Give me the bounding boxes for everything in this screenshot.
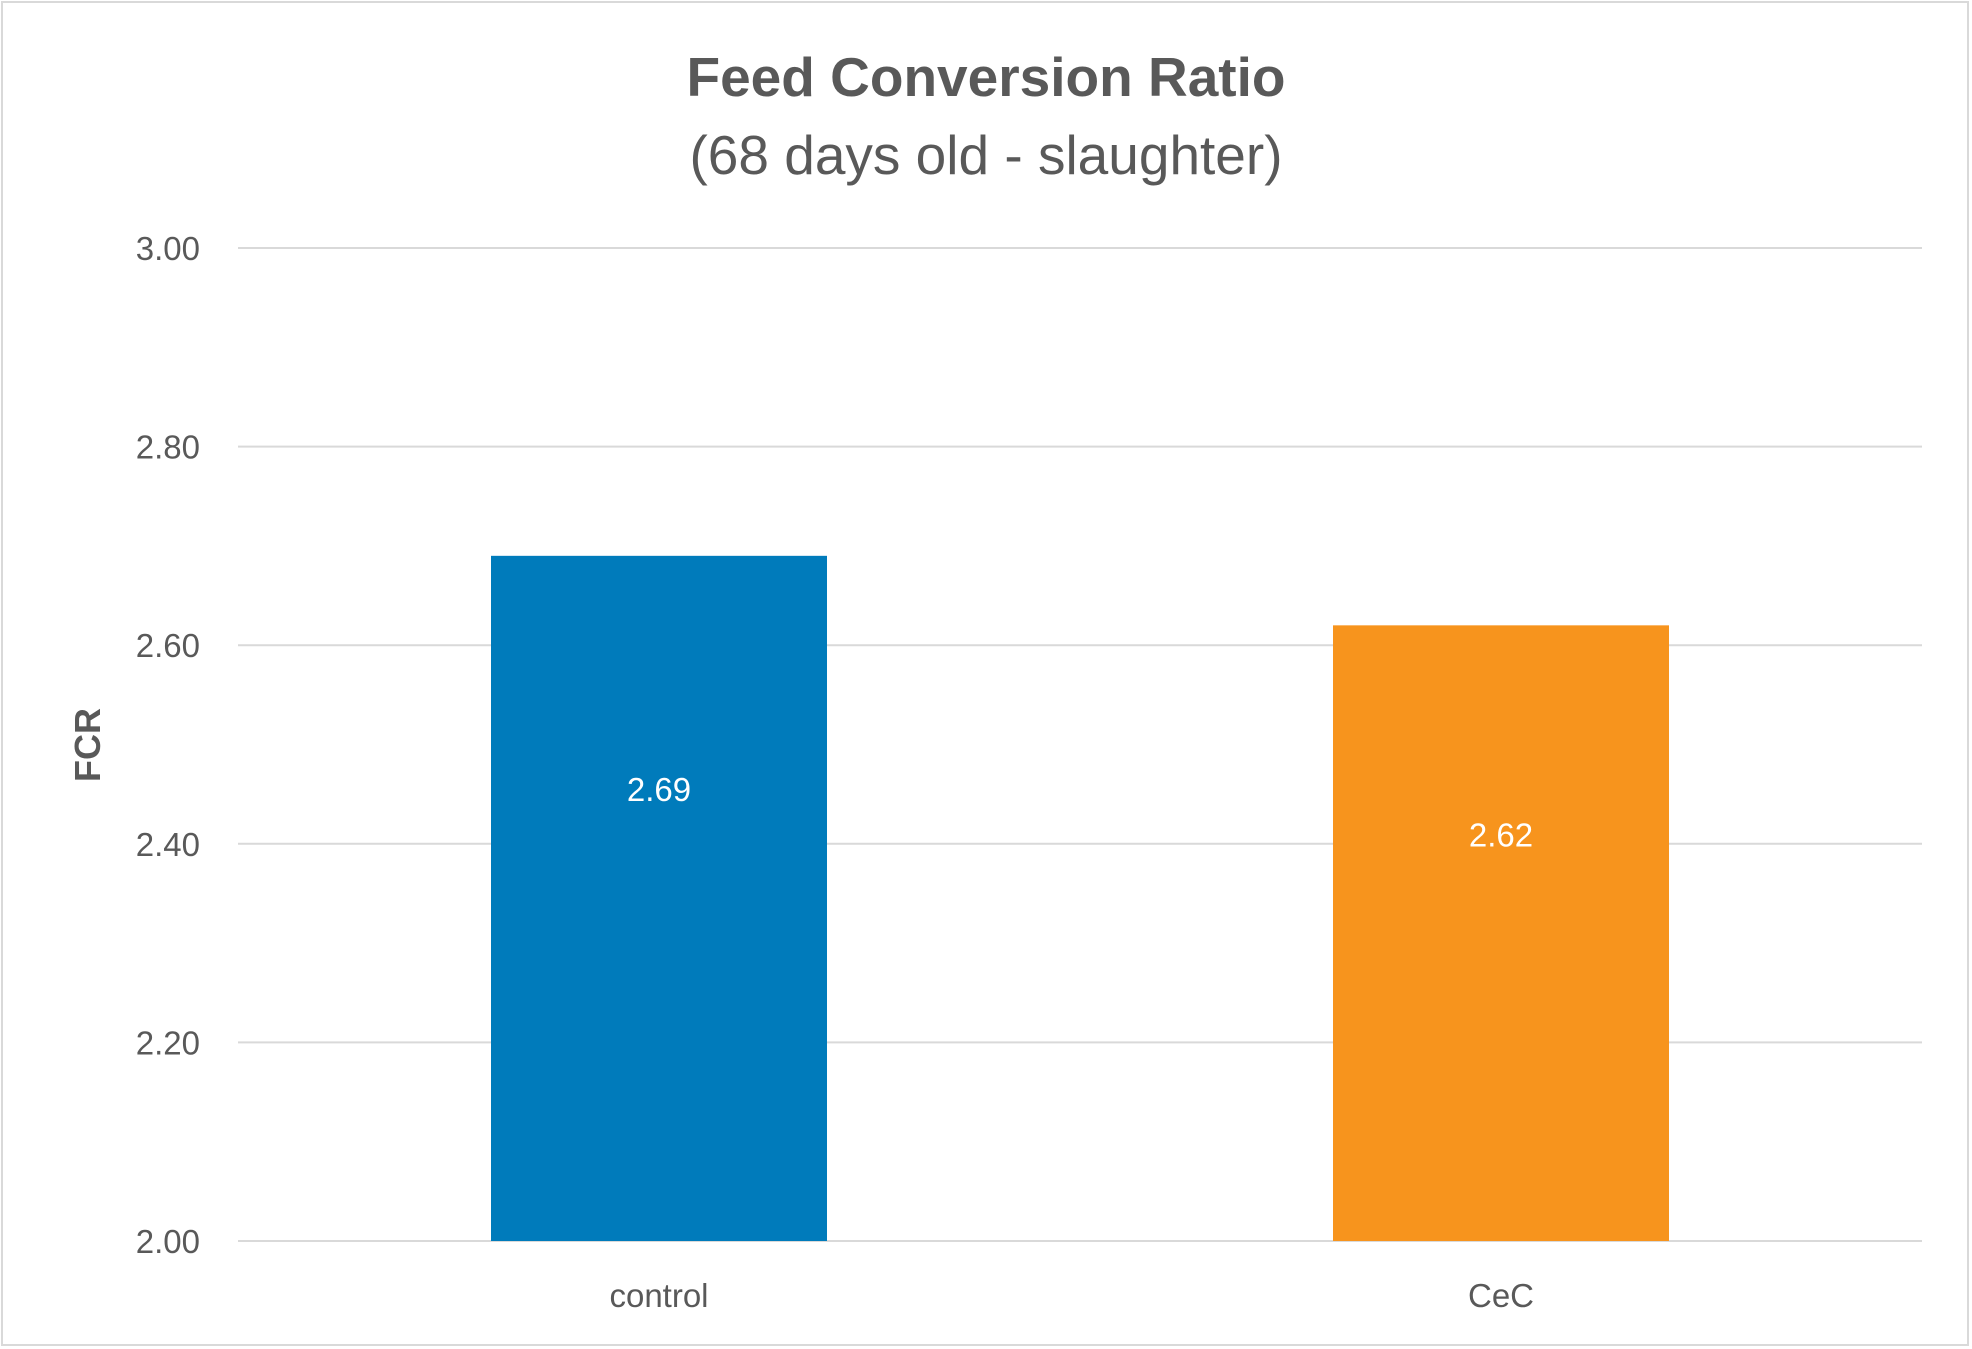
data-labels: 2.69 2.62 [627, 771, 1533, 854]
y-tick-label: 2.20 [136, 1024, 200, 1061]
y-tick-label: 2.00 [136, 1223, 200, 1260]
y-tick-label: 2.80 [136, 429, 200, 466]
y-tick-labels: 2.00 2.20 2.40 2.60 2.80 3.00 [136, 230, 200, 1260]
bar-cec [1333, 625, 1669, 1241]
x-tick-label: control [609, 1277, 708, 1314]
y-tick-label: 2.40 [136, 826, 200, 863]
bar-control [491, 555, 827, 1241]
data-label: 2.69 [627, 771, 691, 808]
chart-subtitle: (68 days old - slaughter) [689, 124, 1283, 186]
chart-title: Feed Conversion Ratio [686, 46, 1286, 108]
data-label: 2.62 [1469, 817, 1533, 854]
bars [491, 555, 1669, 1241]
gridlines [238, 247, 1922, 1242]
y-tick-label: 2.60 [136, 627, 200, 664]
y-tick-label: 3.00 [136, 230, 200, 267]
x-tick-label: CeC [1468, 1277, 1534, 1314]
x-tick-labels: control CeC [609, 1277, 1534, 1314]
